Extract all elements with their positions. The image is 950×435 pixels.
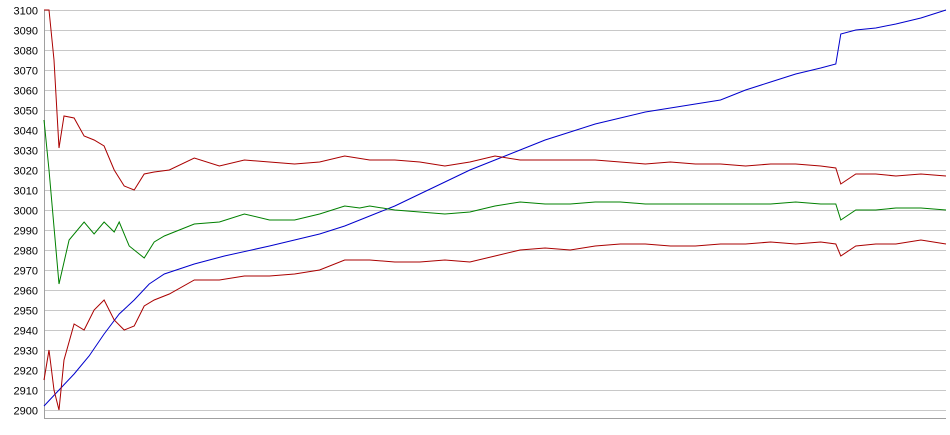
axes — [44, 10, 946, 419]
y-tick-label: 3010 — [14, 186, 38, 198]
y-tick-label: 2960 — [14, 286, 38, 298]
y-tick-label: 3050 — [14, 106, 38, 118]
y-tick-label: 3030 — [14, 146, 38, 158]
y-tick-label: 3090 — [14, 26, 38, 38]
y-tick-label: 3020 — [14, 166, 38, 178]
y-tick-label: 2970 — [14, 266, 38, 278]
y-axis-tick-labels: 3100 3090 3080 3070 3060 3050 3040 3030 3020 3010… — [14, 6, 38, 418]
y-tick-label: 2910 — [14, 386, 38, 398]
series-lines — [43, 9, 947, 411]
y-tick-label: 3100 — [14, 6, 38, 18]
y-tick-label: 2900 — [14, 406, 38, 418]
y-tick-label: 3060 — [14, 86, 38, 98]
y-tick-label: 2990 — [14, 226, 38, 238]
y-tick-label: 3000 — [14, 206, 38, 218]
y-tick-label: 2940 — [14, 326, 38, 338]
y-tick-label: 3070 — [14, 66, 38, 78]
series-line-4 — [43, 239, 947, 411]
series-line-2 — [43, 119, 947, 285]
gridlines — [44, 10, 946, 411]
y-tick-label: 2930 — [14, 346, 38, 358]
y-tick-label: 2980 — [14, 246, 38, 258]
y-tick-label: 3080 — [14, 46, 38, 58]
y-tick-label: 2920 — [14, 366, 38, 378]
y-tick-label: 2950 — [14, 306, 38, 318]
y-tick-label: 3040 — [14, 126, 38, 138]
series-line-3 — [44, 9, 947, 191]
series-line-1 — [43, 9, 947, 407]
